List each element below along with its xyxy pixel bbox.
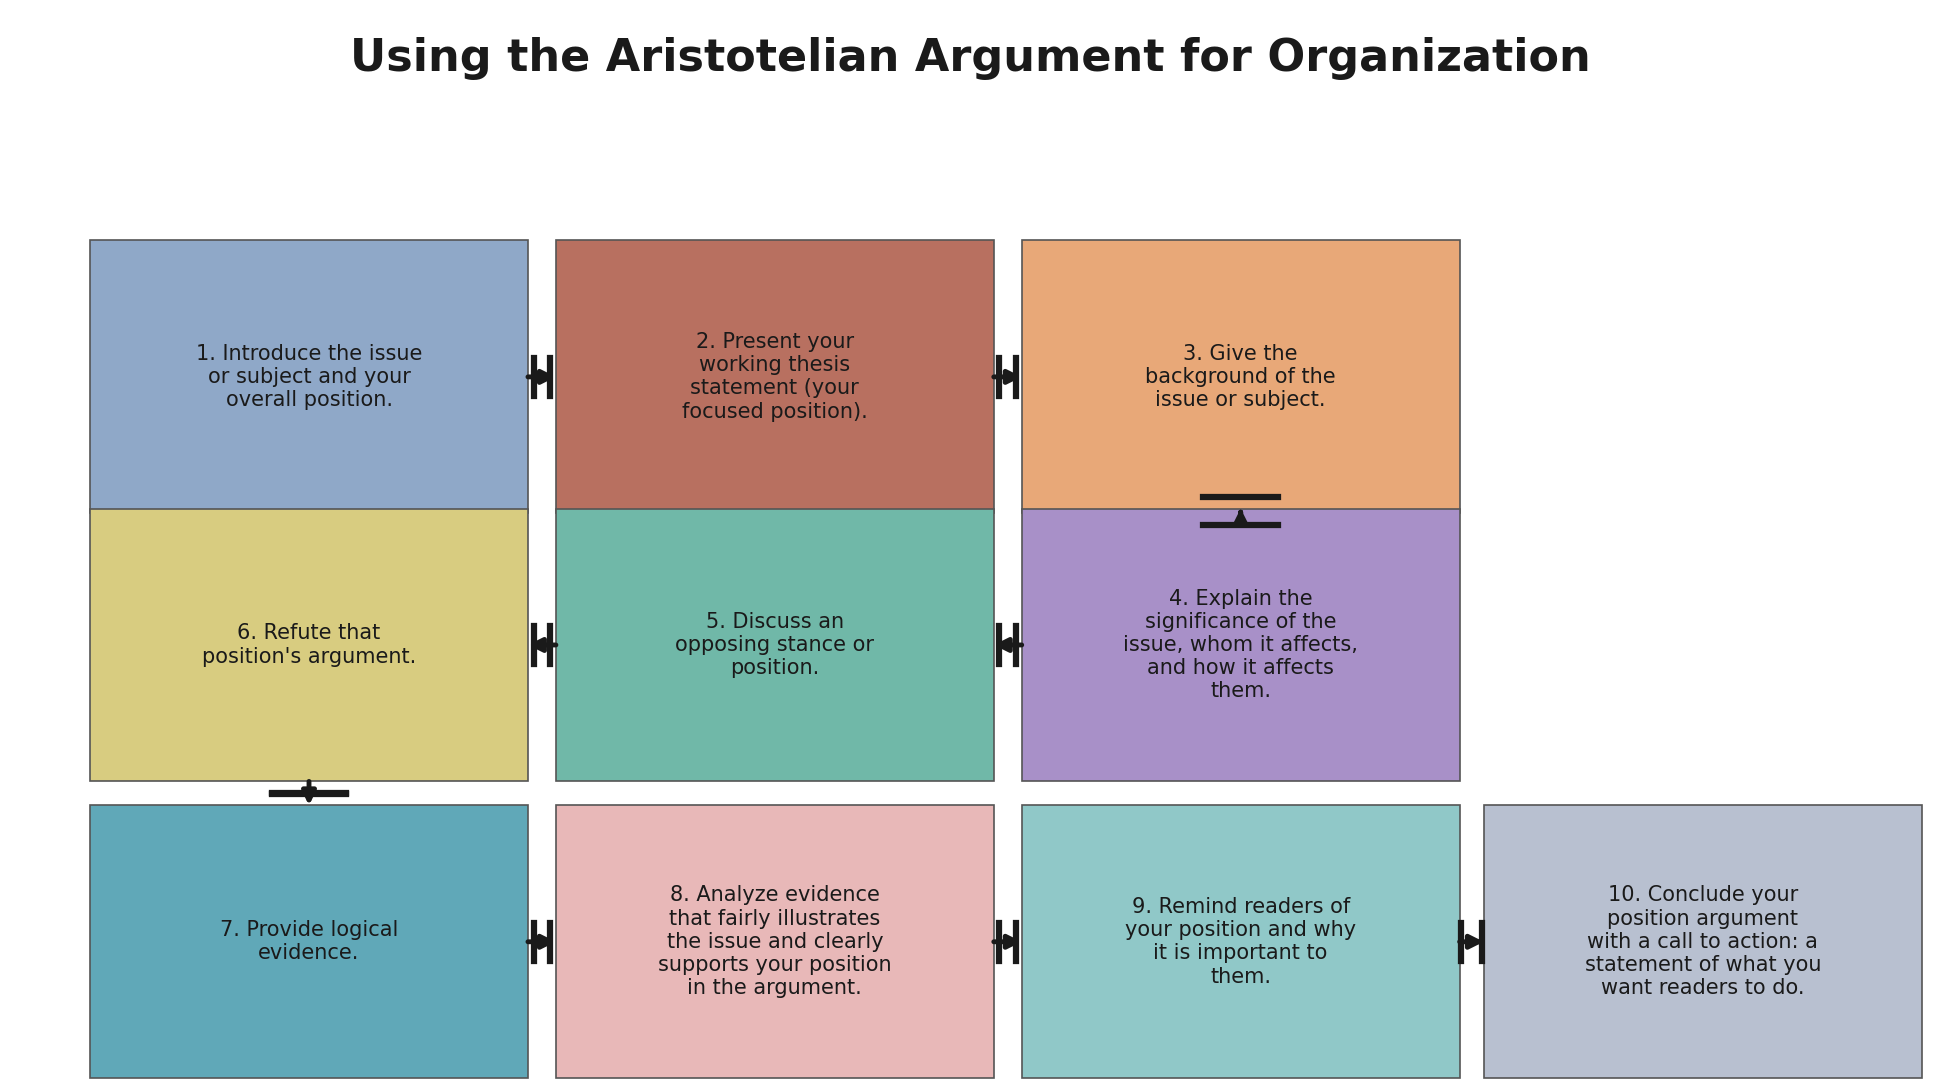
FancyBboxPatch shape — [555, 805, 994, 1078]
Text: 2. Present your
working thesis
statement (your
focused position).: 2. Present your working thesis statement… — [681, 332, 868, 422]
FancyBboxPatch shape — [89, 240, 528, 514]
Text: 6. Refute that
position's argument.: 6. Refute that position's argument. — [202, 623, 415, 667]
Text: 9. Remind readers of
your position and why
it is important to
them.: 9. Remind readers of your position and w… — [1126, 897, 1357, 987]
FancyBboxPatch shape — [89, 805, 528, 1078]
Text: Using the Aristotelian Argument for Organization: Using the Aristotelian Argument for Orga… — [349, 37, 1592, 81]
FancyBboxPatch shape — [555, 240, 994, 514]
Text: 5. Discuss an
opposing stance or
position.: 5. Discuss an opposing stance or positio… — [675, 611, 873, 678]
FancyBboxPatch shape — [1021, 240, 1460, 514]
Text: 3. Give the
background of the
issue or subject.: 3. Give the background of the issue or s… — [1145, 344, 1335, 410]
FancyBboxPatch shape — [555, 508, 994, 781]
Text: 8. Analyze evidence
that fairly illustrates
the issue and clearly
supports your : 8. Analyze evidence that fairly illustra… — [658, 886, 891, 998]
FancyBboxPatch shape — [89, 508, 528, 781]
Text: 7. Provide logical
evidence.: 7. Provide logical evidence. — [219, 920, 398, 963]
Text: 4. Explain the
significance of the
issue, whom it affects,
and how it affects
th: 4. Explain the significance of the issue… — [1124, 589, 1359, 702]
Text: 1. Introduce the issue
or subject and your
overall position.: 1. Introduce the issue or subject and yo… — [196, 344, 423, 410]
FancyBboxPatch shape — [1483, 805, 1922, 1078]
FancyBboxPatch shape — [1021, 508, 1460, 781]
Text: 10. Conclude your
position argument
with a call to action: a
statement of what y: 10. Conclude your position argument with… — [1584, 886, 1821, 998]
FancyBboxPatch shape — [1021, 805, 1460, 1078]
